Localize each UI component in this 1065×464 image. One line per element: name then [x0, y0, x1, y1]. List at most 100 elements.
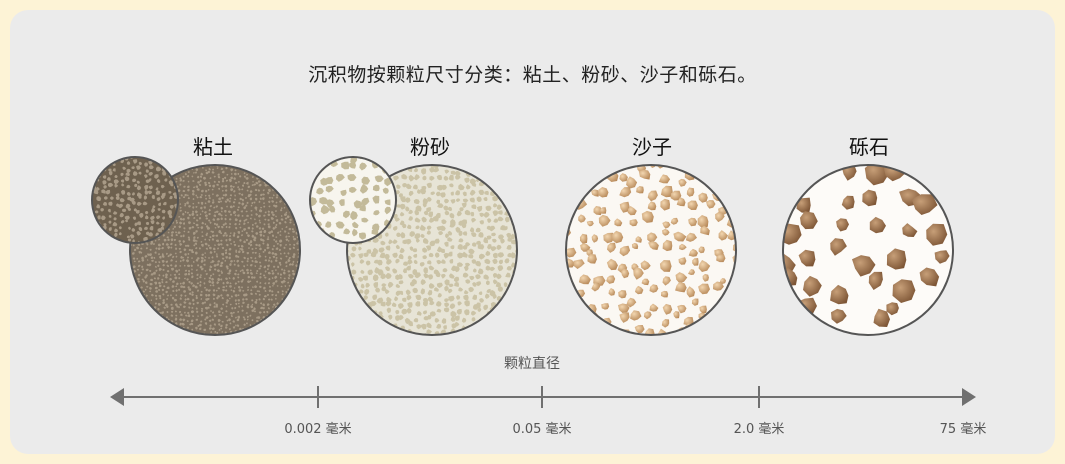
clay-grain: [175, 180, 178, 183]
clay-grain: [200, 259, 204, 263]
silt-grain: [392, 239, 398, 244]
clay-grain: [128, 318, 130, 320]
clay-grain: [250, 331, 253, 334]
silt-grain: [428, 283, 435, 289]
clay-grain: [254, 222, 257, 225]
clay-grain: [190, 272, 194, 275]
clay-grain: [284, 182, 287, 185]
clay-grain: [192, 206, 195, 209]
clay-grain: [233, 172, 237, 176]
clay-grain: [173, 298, 178, 302]
clay-grain: [182, 175, 185, 178]
clay-grain: [291, 189, 295, 193]
clay-grain: [163, 306, 166, 309]
clay-grain: [157, 302, 161, 306]
sand-grain: [571, 302, 579, 311]
clay-grain: [274, 225, 277, 229]
clay-grain: [199, 175, 202, 178]
clay-grain: [151, 207, 156, 214]
clay-grain: [209, 324, 212, 327]
clay-grain: [225, 225, 228, 229]
clay-grain: [201, 253, 205, 256]
clay-grain: [285, 265, 288, 268]
silt-grain: [399, 331, 405, 335]
clay-grain: [238, 187, 241, 191]
silt-grain: [358, 253, 364, 259]
clay-grain: [144, 162, 149, 167]
silt-grain: [371, 228, 379, 236]
silt-grain: [492, 321, 497, 327]
clay-grain: [213, 206, 216, 209]
clay-grain: [237, 255, 240, 258]
silt-grain: [343, 228, 351, 235]
clay-grain: [246, 268, 249, 272]
silt-grain: [469, 168, 476, 174]
silt-grain: [464, 300, 470, 307]
silt-grain: [391, 302, 397, 307]
clay-grain: [277, 231, 280, 234]
clay-grain: [151, 259, 154, 262]
clay-grain: [208, 319, 212, 322]
clay-grain: [291, 320, 294, 323]
sand-grain: [715, 176, 726, 187]
clay-grain: [169, 195, 173, 200]
clay-grain: [108, 171, 113, 176]
clay-grain: [296, 242, 299, 245]
silt-grain: [385, 272, 392, 280]
clay-grain: [271, 210, 274, 214]
clay-grain: [200, 320, 203, 323]
clay-grain: [262, 328, 266, 332]
clay-grain: [246, 201, 249, 204]
clay-grain: [291, 293, 294, 296]
clay-grain: [262, 251, 265, 253]
clay-grain: [274, 275, 278, 279]
silt-grain: [489, 169, 496, 176]
clay-grain: [200, 290, 203, 293]
silt-grain: [399, 165, 404, 166]
clay-grain: [137, 311, 140, 314]
sand-grain: [715, 212, 725, 223]
clay-grain: [246, 305, 250, 309]
sand-grain: [687, 200, 698, 210]
clay-grain: [101, 189, 106, 194]
clay-grain: [196, 277, 199, 280]
clay-grain: [226, 198, 229, 202]
sand-grain: [635, 236, 642, 243]
clay-grain: [293, 332, 297, 335]
clay-grain: [276, 242, 279, 245]
clay-grain: [108, 214, 112, 218]
clay-grain: [114, 228, 118, 233]
gravel-pebble: [868, 271, 883, 290]
gravel-pebble: [862, 189, 878, 207]
silt-grain: [477, 268, 484, 275]
clay-grain: [268, 231, 272, 235]
sand-grain: [718, 230, 728, 241]
clay-grain: [136, 201, 142, 206]
clay-grain: [226, 243, 229, 247]
clay-grain: [170, 165, 174, 170]
clay-grain: [130, 277, 132, 281]
clay-grain: [182, 212, 185, 216]
clay-grain: [190, 282, 194, 285]
silt-grain: [504, 258, 510, 264]
clay-grain: [97, 215, 101, 220]
sand-grain: [662, 239, 673, 252]
silt-grain: [436, 191, 441, 197]
clay-grain: [133, 248, 137, 252]
clay-grain: [235, 226, 238, 230]
sand-grain: [626, 176, 638, 189]
silt-grain: [395, 283, 401, 288]
clay-grain: [295, 281, 299, 285]
silt-grain: [378, 311, 383, 316]
clay-grain: [270, 298, 273, 301]
clay-grain: [273, 239, 276, 241]
silt-grain: [340, 189, 347, 197]
clay-grain: [160, 226, 164, 230]
clay-grain: [284, 322, 288, 325]
silt-grain: [497, 252, 505, 258]
clay-grain: [225, 277, 228, 280]
clay-grain: [108, 168, 112, 172]
sand-grain: [573, 259, 585, 269]
clay-grain: [237, 315, 241, 319]
gravel-pebble: [831, 308, 847, 324]
